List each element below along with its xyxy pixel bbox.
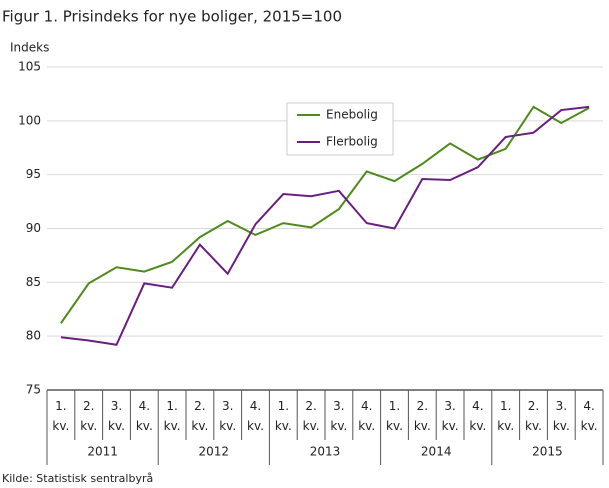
x-tick-label: 3. kv. [219, 399, 237, 433]
y-tick-label: 80 [26, 329, 41, 343]
x-tick-label: 3. kv. [552, 399, 570, 433]
x-tick-label: 1. kv. [163, 399, 181, 433]
year-label: 2013 [310, 445, 341, 459]
series-line [60, 105, 590, 346]
x-tick-label: 3. kv. [108, 399, 125, 433]
series-line [60, 105, 590, 324]
year-label: 2014 [421, 445, 452, 459]
x-tick-label: 2. kv. [413, 399, 431, 433]
year-label: 2012 [199, 445, 230, 459]
y-tick-label: 95 [26, 167, 41, 181]
x-tick-label: 4. kv. [580, 399, 598, 433]
source: Kilde: Statistisk sentralbyrå [2, 472, 153, 485]
x-tick-label: 1. kv. [274, 399, 292, 433]
x-tick-label: 1. kv. [386, 399, 403, 433]
x-tick-label: 4. kv. [358, 399, 376, 433]
legend-box [286, 102, 394, 156]
year-label: 2011 [87, 445, 118, 459]
year-label: 2015 [532, 445, 563, 459]
x-tick-label: 2. kv. [302, 399, 320, 433]
y-tick-label: 100 [18, 113, 41, 127]
y-axis-label: Indeks [10, 41, 49, 55]
x-tick-label: 2. kv. [525, 399, 542, 433]
x-tick-label: 1. kv. [497, 399, 515, 433]
x-tick-label: 4. kv. [247, 399, 264, 433]
x-tick-label: 4. kv. [469, 399, 487, 433]
chart-title: Figur 1. Prisindeks for nye boliger, 201… [2, 8, 342, 26]
y-tick-label: 105 [18, 60, 41, 74]
y-tick-label: 75 [26, 383, 41, 397]
y-tick-label: 85 [26, 275, 41, 289]
x-tick-label: 1. kv. [52, 399, 70, 433]
legend-label: Flerbolig [326, 135, 378, 149]
legend-label: Enebolig [326, 108, 378, 122]
x-tick-label: 2. kv. [80, 399, 98, 433]
x-tick-label: 2. kv. [191, 399, 209, 433]
x-tick-label: 3. kv. [330, 399, 348, 433]
y-tick-label: 90 [26, 221, 41, 235]
x-tick-label: 4. kv. [135, 399, 153, 433]
x-tick-label: 3. kv. [441, 399, 459, 433]
